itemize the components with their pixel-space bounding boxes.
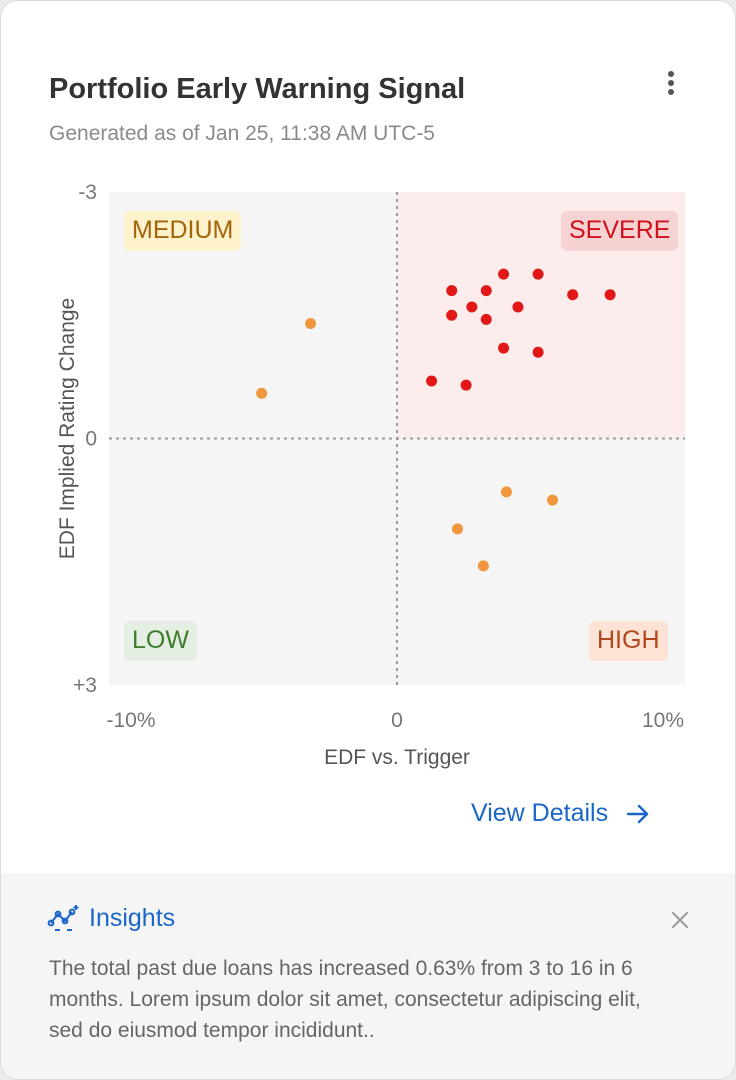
data-point — [460, 379, 472, 391]
data-point — [480, 285, 492, 297]
high-label: HIGH — [589, 621, 668, 661]
data-point — [466, 301, 478, 313]
x-tick-label: -10% — [106, 709, 155, 732]
insights-panel: Insights The total past due loans has in… — [1, 873, 735, 1079]
data-point — [500, 486, 512, 498]
card-subtitle: Generated as of Jan 25, 11:38 AM UTC-5 — [49, 122, 435, 145]
data-point — [446, 309, 458, 321]
arrow-right-icon — [626, 804, 649, 823]
more-vertical-icon[interactable] — [657, 67, 685, 99]
data-point — [498, 268, 510, 280]
insights-text: The total past due loans has increased 0… — [49, 957, 641, 1042]
y-tick-label: -3 — [78, 181, 97, 204]
data-point — [446, 285, 458, 297]
data-point — [604, 289, 616, 301]
data-point — [512, 301, 524, 313]
medium-label: MEDIUM — [124, 211, 242, 251]
low-label: LOW — [124, 621, 197, 661]
severe-label: SEVERE — [561, 211, 679, 251]
x-tick-label: 10% — [642, 709, 684, 732]
insights-title: Insights — [89, 903, 176, 932]
view-details-label: View Details — [471, 799, 609, 827]
data-point — [451, 523, 463, 535]
data-point — [477, 560, 489, 572]
data-points — [256, 268, 616, 572]
y-tick-label: 0 — [85, 428, 97, 451]
insights-header: Insights — [47, 903, 175, 933]
scatter-chart: -3 0 +3 -10% 0 10% EDF vs. Trigger EDF I… — [56, 181, 685, 769]
card-title: Portfolio Early Warning Signal — [49, 73, 466, 105]
data-point — [532, 268, 544, 280]
data-point — [498, 342, 510, 354]
data-point — [305, 317, 317, 329]
data-point — [567, 289, 579, 301]
data-point — [256, 387, 268, 399]
data-point — [426, 375, 438, 387]
insights-network-icon — [47, 905, 79, 931]
data-point — [532, 346, 544, 358]
data-point — [547, 494, 559, 506]
close-icon[interactable] — [667, 907, 693, 933]
view-details-link[interactable]: View Details — [471, 799, 650, 828]
x-axis-label: EDF vs. Trigger — [324, 746, 470, 769]
y-tick-label: +3 — [73, 674, 97, 697]
data-point — [480, 313, 492, 325]
x-tick-label: 0 — [391, 709, 403, 732]
y-axis-label: EDF Implied Rating Change — [56, 298, 79, 559]
